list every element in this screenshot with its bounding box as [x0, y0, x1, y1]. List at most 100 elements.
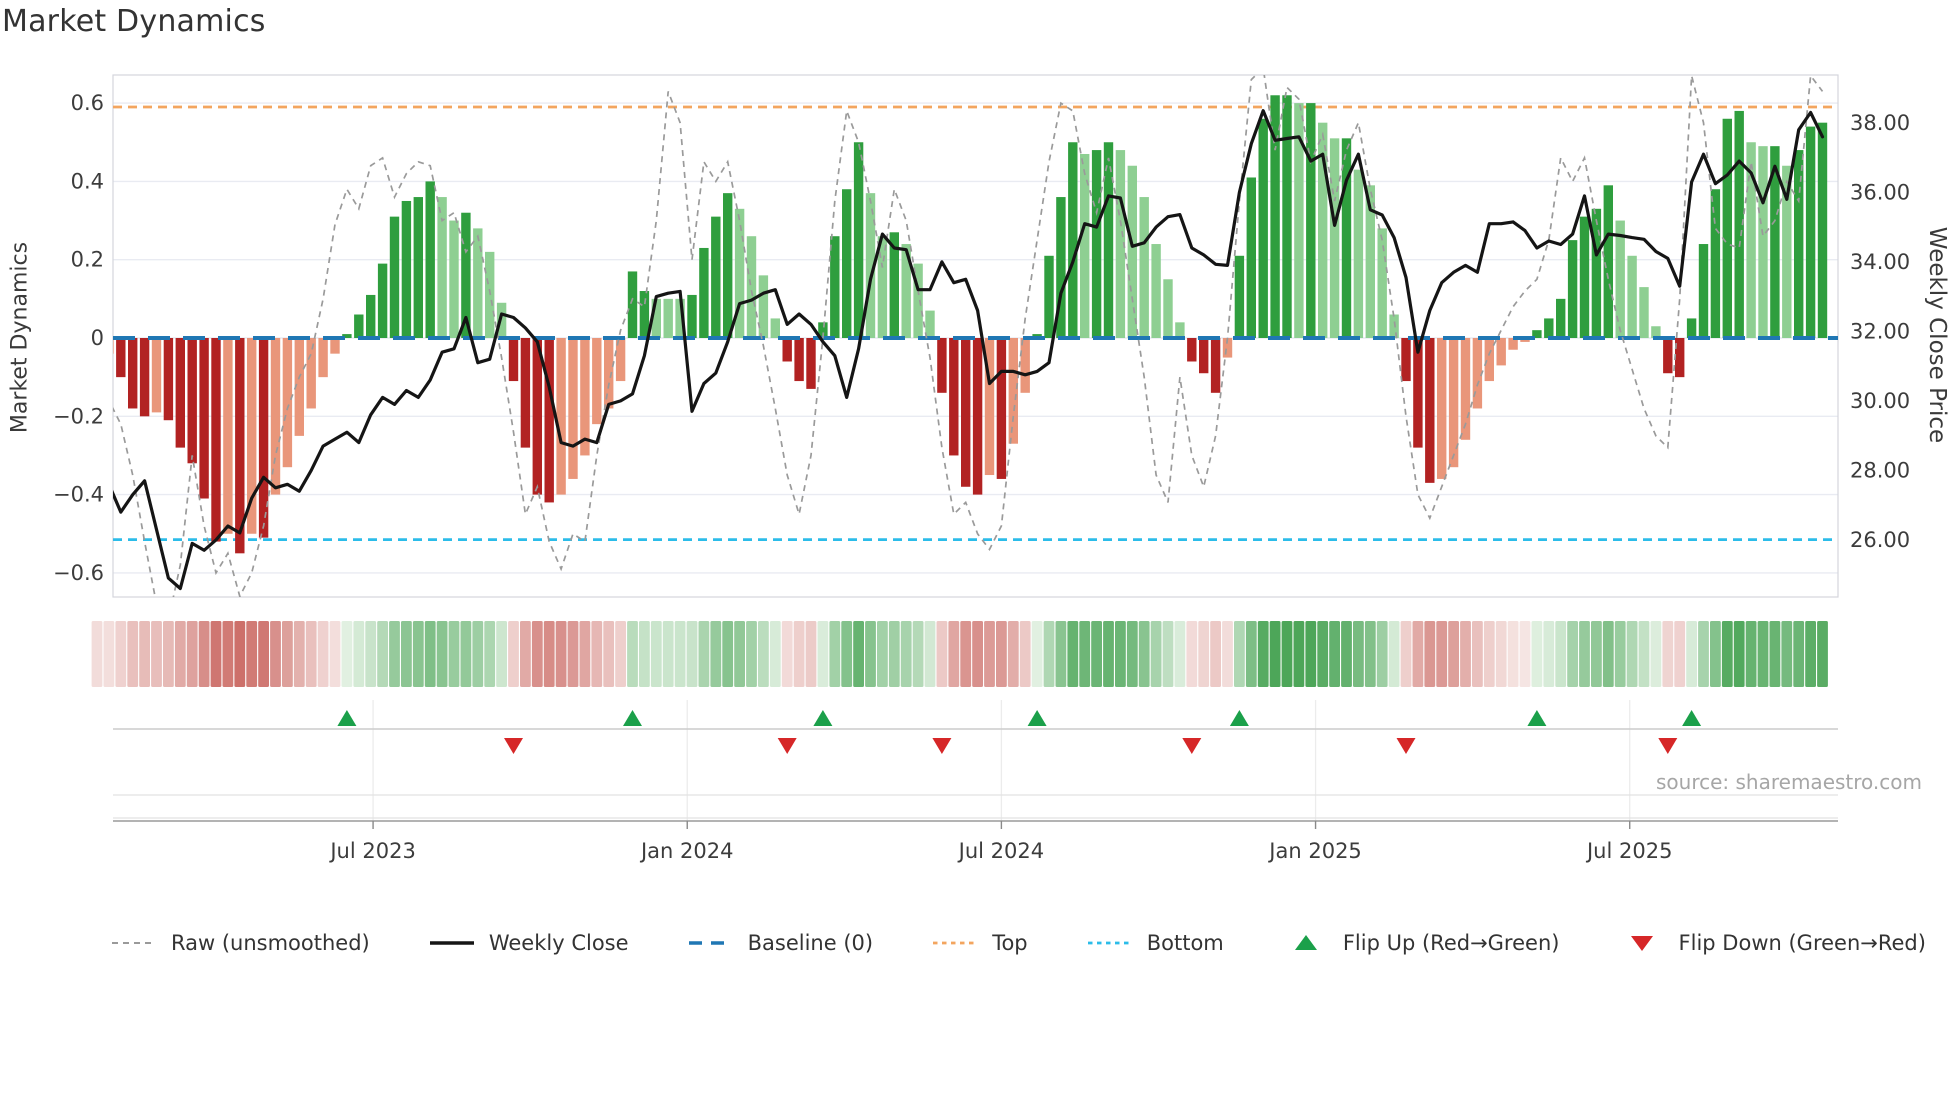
oscillator-bar — [961, 338, 971, 487]
heatmap-cell — [853, 621, 864, 687]
svg-text:28.00: 28.00 — [1850, 458, 1910, 482]
heatmap-cell — [1186, 621, 1198, 687]
heatmap-cell — [1519, 621, 1531, 687]
oscillator-bar — [1460, 338, 1471, 440]
oscillator-bar — [1758, 146, 1768, 338]
legend-label: Raw (unsmoothed) — [171, 931, 370, 955]
heatmap-cell — [615, 621, 626, 687]
heatmap-cell — [103, 621, 115, 687]
oscillator-bar — [413, 197, 423, 338]
oscillator-bar — [1199, 338, 1209, 374]
x-axis-labels: Jul 2023 Jan 2024 Jul 2024 Jan 2025 Jul 2025 — [328, 839, 1672, 863]
heatmap-cell — [246, 621, 258, 687]
oscillator-bar — [615, 338, 626, 382]
svg-text:0.6: 0.6 — [71, 91, 104, 115]
heatmap-cell — [639, 621, 650, 687]
heatmap-cell — [115, 621, 127, 687]
flip-down-icon — [1182, 738, 1202, 754]
heatmap-cell — [520, 621, 531, 687]
heatmap-cell — [293, 621, 305, 687]
heatmap-cell — [1341, 621, 1352, 687]
oscillator-bar — [270, 338, 281, 495]
heatmap-cell — [353, 621, 365, 687]
heatmap-cell — [424, 621, 436, 687]
oscillator-bar — [187, 338, 197, 464]
oscillator-bar — [1567, 240, 1578, 338]
oscillator-bar — [1365, 185, 1375, 338]
heatmap-cell — [1388, 621, 1400, 687]
x-tick-label: Jul 2025 — [1585, 839, 1672, 863]
flip-up-markers — [337, 710, 1702, 726]
heatmap-cell — [793, 621, 805, 687]
legend-item-dash-blue: Baseline (0) — [687, 930, 873, 956]
oscillator-bar — [1353, 169, 1364, 338]
oscillator-bar — [1710, 189, 1721, 338]
oscillator-bar — [496, 302, 507, 338]
oscillator-bar — [223, 338, 233, 534]
heatmap-cell — [472, 621, 484, 687]
heatmap-cell — [769, 621, 781, 687]
svg-text:26.00: 26.00 — [1850, 528, 1910, 552]
heatmap-cell — [1555, 621, 1567, 687]
x-tick-label: Jul 2023 — [328, 839, 415, 863]
heatmap-cell — [591, 621, 603, 687]
legend-label: Top — [992, 931, 1028, 955]
oscillator-bar — [1805, 126, 1816, 338]
heatmap-cell — [496, 621, 507, 687]
heatmap-cell — [1150, 621, 1162, 687]
oscillator-bar — [699, 247, 709, 338]
oscillator-bar — [639, 291, 650, 338]
oscillator-bar — [1603, 185, 1613, 338]
legend-item-dash-gray: Raw (unsmoothed) — [110, 930, 370, 956]
heatmap-cell — [567, 621, 579, 687]
oscillator-bar — [1782, 165, 1792, 338]
oscillator-bar — [1698, 244, 1709, 338]
oscillator-bar — [1377, 228, 1387, 338]
oscillator-bar — [437, 197, 447, 338]
oscillator-bar — [806, 338, 816, 389]
oscillator-bar — [1591, 208, 1602, 338]
heatmap-cell — [436, 621, 448, 687]
flip-up-icon — [1682, 710, 1702, 726]
oscillator-bar — [1651, 326, 1661, 338]
heatmap-cell — [508, 621, 519, 687]
oscillator-bar — [1151, 244, 1161, 338]
heatmap-cell — [948, 621, 960, 687]
heatmap-cell — [841, 621, 853, 687]
oscillator-bar — [128, 338, 138, 409]
oscillator-bar — [818, 322, 828, 338]
oscillator-bar — [1675, 338, 1685, 378]
oscillator-bar — [830, 236, 840, 338]
oscillator-bar — [1532, 330, 1542, 338]
oscillator-bar — [1080, 153, 1090, 338]
heatmap-cell — [1305, 621, 1317, 687]
heatmap-cell — [1210, 621, 1221, 687]
heatmap-cell — [1174, 621, 1186, 687]
oscillator-bar — [711, 216, 721, 338]
heatmap-cell — [1602, 621, 1614, 687]
heatmap-cell — [698, 621, 710, 687]
heatmap-cell — [817, 621, 829, 687]
heatmap-cell — [1162, 621, 1174, 687]
oscillator-bar — [1163, 279, 1173, 338]
heatmap-cell — [627, 621, 638, 687]
heatmap-cell — [1007, 621, 1019, 687]
heatmap-cell — [1424, 621, 1436, 687]
oscillator-bar — [354, 314, 364, 338]
oscillator-bar — [211, 338, 221, 542]
heatmap-cell — [1329, 621, 1340, 687]
oscillator-bar — [1484, 338, 1494, 382]
heatmap-cell — [1769, 621, 1781, 687]
heatmap-cell — [258, 621, 269, 687]
heatmap-cell — [543, 621, 555, 687]
legend: Raw (unsmoothed) Weekly Close Baseline (0)… — [0, 916, 1960, 970]
heatmap-cell — [746, 621, 757, 687]
svg-text:32.00: 32.00 — [1850, 319, 1910, 343]
heatmap-cell — [186, 621, 198, 687]
chart-title: Market Dynamics — [2, 4, 266, 39]
heatmap-cell — [829, 621, 841, 687]
heatmap-cell — [91, 621, 103, 687]
heatmap-cell — [484, 621, 496, 687]
heatmap-cell — [1400, 621, 1412, 687]
heatmap-cell — [448, 621, 460, 687]
